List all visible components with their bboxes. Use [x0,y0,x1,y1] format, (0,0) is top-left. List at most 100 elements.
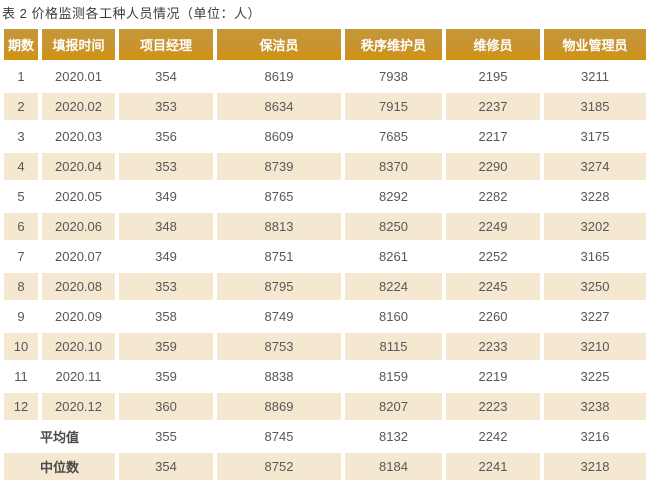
table-cell: 8869 [217,393,341,420]
table-cell: 354 [119,63,213,90]
table-cell: 2195 [446,63,540,90]
table-cell: 7685 [345,123,442,150]
table-cell: 8250 [345,213,442,240]
table-cell: 2241 [446,453,540,480]
column-header: 期数 [4,29,38,60]
column-header: 维修员 [446,29,540,60]
table-row: 11 2020.11 359 8838 8159 2219 3225 [4,363,646,390]
table-cell: 8765 [217,183,341,210]
table-cell: 353 [119,93,213,120]
table-cell: 2290 [446,153,540,180]
table-cell: 2219 [446,363,540,390]
table-cell: 359 [119,333,213,360]
table-title: 表 2 价格监测各工种人员情况（单位：人） [2,6,261,21]
table-cell: 7915 [345,93,442,120]
table-cell: 348 [119,213,213,240]
table-cell: 8370 [345,153,442,180]
table-row: 10 2020.10 359 8753 8115 2233 3210 [4,333,646,360]
table-cell: 8292 [345,183,442,210]
table-cell: 3218 [544,453,646,480]
table-cell: 2020.01 [42,63,115,90]
table-cell: 2217 [446,123,540,150]
table-cell: 2233 [446,333,540,360]
table-cell: 2 [4,93,38,120]
table-cell: 2020.08 [42,273,115,300]
table-cell: 8745 [217,423,341,450]
summary-label: 中位数 [4,453,115,480]
table-cell: 8753 [217,333,341,360]
table-row: 6 2020.06 348 8813 8250 2249 3202 [4,213,646,240]
table-row: 7 2020.07 349 8751 8261 2252 3165 [4,243,646,270]
table-cell: 3238 [544,393,646,420]
table-cell: 3211 [544,63,646,90]
table-cell: 11 [4,363,38,390]
table-cell: 10 [4,333,38,360]
table-cell: 2020.09 [42,303,115,330]
table-cell: 3227 [544,303,646,330]
table-cell: 2020.06 [42,213,115,240]
table-cell: 8813 [217,213,341,240]
table-row: 2 2020.02 353 8634 7915 2237 3185 [4,93,646,120]
table-cell: 8160 [345,303,442,330]
table-cell: 7 [4,243,38,270]
column-header: 填报时间 [42,29,115,60]
table-cell: 4 [4,153,38,180]
table-cell: 8751 [217,243,341,270]
table-cell: 8159 [345,363,442,390]
table-cell: 6 [4,213,38,240]
table-cell: 2020.10 [42,333,115,360]
table-row: 8 2020.08 353 8795 8224 2245 3250 [4,273,646,300]
table-cell: 3250 [544,273,646,300]
table-cell: 3216 [544,423,646,450]
table-cell: 8132 [345,423,442,450]
table-cell: 2242 [446,423,540,450]
table-cell: 3 [4,123,38,150]
table-cell: 2252 [446,243,540,270]
summary-label: 平均值 [4,423,115,450]
table-row: 3 2020.03 356 8609 7685 2217 3175 [4,123,646,150]
table-cell: 8795 [217,273,341,300]
table-cell: 2020.02 [42,93,115,120]
table-cell: 353 [119,273,213,300]
table-cell: 359 [119,363,213,390]
table-cell: 2020.03 [42,123,115,150]
table-cell: 8749 [217,303,341,330]
table-row: 12 2020.12 360 8869 8207 2223 3238 [4,393,646,420]
table-cell: 2237 [446,93,540,120]
table-row: 1 2020.01 354 8619 7938 2195 3211 [4,63,646,90]
summary-row: 中位数 354 8752 8184 2241 3218 [4,453,646,480]
table-row: 9 2020.09 358 8749 8160 2260 3227 [4,303,646,330]
table-cell: 2245 [446,273,540,300]
table-cell: 355 [119,423,213,450]
table-cell: 2223 [446,393,540,420]
header-row: 期数 填报时间 项目经理 保洁员 秩序维护员 维修员 物业管理员 [4,29,646,60]
table-cell: 349 [119,183,213,210]
table-cell: 2020.05 [42,183,115,210]
table-cell: 3185 [544,93,646,120]
personnel-table: 期数 填报时间 项目经理 保洁员 秩序维护员 维修员 物业管理员 1 2020.01 354 86… [0,26,650,483]
table-cell: 1 [4,63,38,90]
table-cell: 360 [119,393,213,420]
table-cell: 8224 [345,273,442,300]
table-cell: 2020.04 [42,153,115,180]
table-cell: 8 [4,273,38,300]
table-cell: 8752 [217,453,341,480]
table-cell: 8739 [217,153,341,180]
table-cell: 2260 [446,303,540,330]
table-cell: 7938 [345,63,442,90]
table-cell: 3274 [544,153,646,180]
table-cell: 5 [4,183,38,210]
table-cell: 2282 [446,183,540,210]
table-cell: 3210 [544,333,646,360]
table-cell: 356 [119,123,213,150]
column-header: 项目经理 [119,29,213,60]
table-cell: 3228 [544,183,646,210]
table-cell: 358 [119,303,213,330]
table-cell: 3175 [544,123,646,150]
table-cell: 2249 [446,213,540,240]
table-row: 4 2020.04 353 8739 8370 2290 3274 [4,153,646,180]
column-header: 保洁员 [217,29,341,60]
table-cell: 8207 [345,393,442,420]
table-cell: 3202 [544,213,646,240]
